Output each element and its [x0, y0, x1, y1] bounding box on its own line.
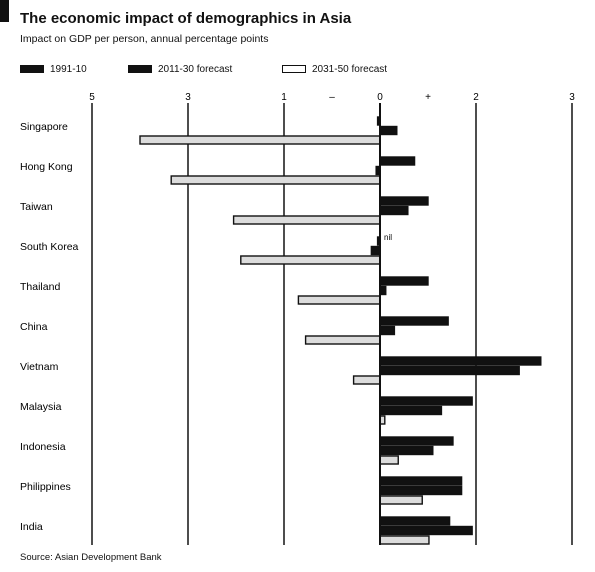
category-label: Singapore: [20, 121, 68, 133]
bar-2011-30: [370, 245, 381, 256]
legend-swatch: [128, 65, 152, 73]
category-label: South Korea: [20, 241, 79, 253]
category-label: Philippines: [20, 481, 71, 493]
bar-2031-50: [379, 535, 430, 545]
bar-1991-10: [379, 156, 416, 166]
bar-1991-10: [379, 476, 463, 486]
x-tick-label: 0: [377, 92, 383, 103]
bar-2011-30: [379, 525, 473, 536]
annotation-label: nil: [384, 233, 392, 242]
bar-1991-10: [379, 196, 429, 206]
bar-2031-50: [240, 255, 381, 265]
bar-1991-10: [379, 396, 473, 406]
legend-item-2031-50: 2031-50 forecast: [282, 62, 387, 76]
x-tick-label: –: [329, 92, 335, 103]
bar-1991-10: [379, 276, 429, 286]
category-label: Indonesia: [20, 441, 66, 453]
category-label: Hong Kong: [20, 161, 73, 173]
legend-item-1991-10: 1991-10: [20, 62, 87, 76]
x-tick-label: 3: [569, 92, 575, 103]
category-label: China: [20, 321, 48, 333]
legend-label: 2011-30 forecast: [158, 63, 233, 75]
bar-2011-30: [379, 485, 463, 496]
bar-2031-50: [352, 375, 381, 385]
x-tick-label: +: [425, 92, 431, 103]
bar-2011-30: [379, 405, 443, 416]
legend-swatch: [20, 65, 44, 73]
bar-2011-30: [379, 325, 396, 336]
chart-title: The economic impact of demographics in A…: [20, 10, 352, 27]
legend-label: 2031-50 forecast: [312, 63, 388, 75]
bar-2031-50: [379, 495, 423, 505]
corner-mark: [0, 0, 9, 22]
bar-2011-30: [379, 205, 409, 216]
bar-2031-50: [139, 135, 381, 145]
x-tick-label: 2: [473, 92, 479, 103]
bar-1991-10: [379, 356, 542, 366]
bar-2031-50: [232, 215, 381, 225]
x-tick-label: 1: [281, 92, 287, 103]
legend-item-2011-30: 2011-30 forecast: [128, 62, 232, 76]
bar-1991-10: [379, 436, 454, 446]
chart-source: Source: Asian Development Bank: [20, 552, 162, 563]
bar-2031-50: [297, 295, 381, 305]
x-tick-label: 5: [89, 92, 95, 103]
bar-2011-30: [379, 365, 520, 376]
bar-1991-10: [379, 516, 451, 526]
category-label: India: [20, 521, 43, 533]
bar-1991-10: [379, 316, 449, 326]
legend-swatch: [282, 65, 306, 73]
category-label: Vietnam: [20, 361, 59, 373]
x-tick-label: 3: [185, 92, 191, 103]
category-label: Malaysia: [20, 401, 62, 413]
bar-2011-30: [379, 445, 434, 456]
chart-subtitle: Impact on GDP per person, annual percent…: [20, 33, 269, 45]
category-label: Thailand: [20, 281, 60, 293]
legend-label: 1991-10: [50, 63, 87, 75]
bar-2031-50: [304, 335, 381, 345]
bar-2011-30: [379, 125, 398, 136]
category-label: Taiwan: [20, 201, 53, 213]
bar-2031-50: [170, 175, 381, 185]
bar-2031-50: [379, 455, 399, 465]
